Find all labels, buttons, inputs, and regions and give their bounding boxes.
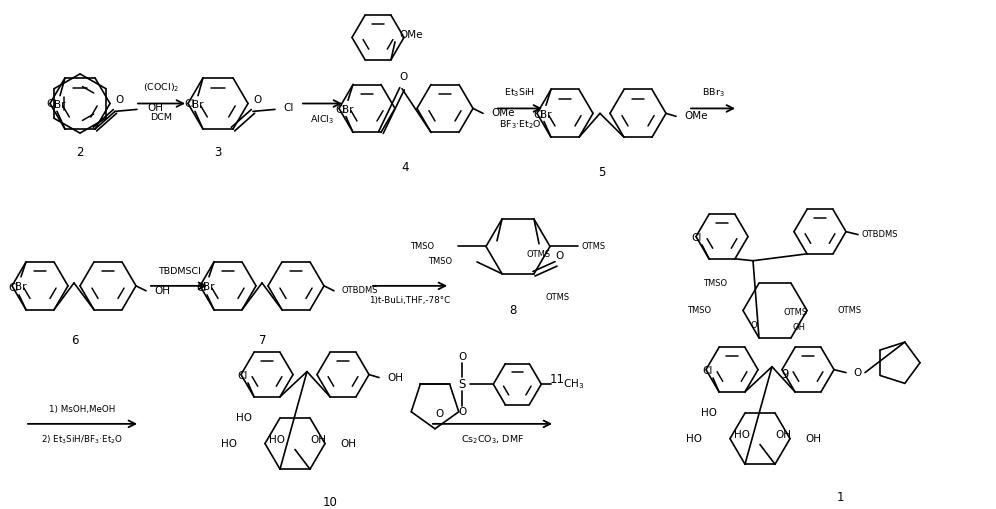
Text: 9: 9 [781, 368, 789, 381]
Text: O: O [854, 367, 863, 378]
Text: 2) Et$_3$SiH/BF$_3$·Et$_2$O: 2) Et$_3$SiH/BF$_3$·Et$_2$O [42, 434, 124, 446]
Text: DCM: DCM [150, 114, 172, 122]
Text: OH: OH [793, 323, 806, 332]
Text: Cl: Cl [9, 283, 19, 293]
Text: Br: Br [343, 105, 354, 115]
Text: O: O [751, 322, 757, 330]
Text: OTMS: OTMS [582, 242, 607, 251]
Text: Br: Br [15, 281, 27, 292]
Text: TBDMSCl: TBDMSCl [157, 267, 200, 276]
Text: OTMS: OTMS [527, 250, 551, 259]
Text: O: O [458, 352, 466, 361]
Text: TMSO: TMSO [410, 242, 434, 251]
Text: OH: OH [154, 286, 170, 296]
Text: 11: 11 [550, 373, 565, 386]
Text: Cl: Cl [692, 233, 702, 243]
Text: HO: HO [236, 413, 252, 423]
Text: OMe: OMe [399, 30, 422, 40]
Text: Br: Br [54, 100, 66, 110]
Text: OH: OH [340, 439, 356, 448]
Text: 4: 4 [401, 161, 408, 174]
Text: TMSO: TMSO [428, 258, 452, 266]
Text: OTBDMS: OTBDMS [861, 230, 897, 239]
Text: 10: 10 [323, 496, 338, 509]
Text: OTMS: OTMS [546, 293, 570, 302]
Text: HO: HO [269, 435, 285, 444]
Text: HO: HO [221, 439, 237, 448]
Text: AlCl$_3$: AlCl$_3$ [311, 114, 335, 126]
Text: TMSO: TMSO [687, 306, 711, 315]
Text: OH: OH [805, 434, 821, 444]
Text: Cl: Cl [185, 99, 195, 109]
Text: 1: 1 [837, 491, 844, 504]
Text: O: O [556, 251, 564, 261]
Text: 3: 3 [214, 146, 222, 159]
Text: 6: 6 [72, 333, 79, 347]
Text: O: O [254, 95, 262, 104]
Text: OH: OH [310, 435, 326, 445]
Text: Br: Br [192, 100, 204, 110]
Text: OH: OH [147, 103, 163, 114]
Text: 7: 7 [259, 333, 267, 347]
Text: (COCl)$_2$: (COCl)$_2$ [143, 81, 179, 94]
Text: OMe: OMe [684, 111, 707, 121]
Text: OTMS: OTMS [837, 306, 862, 315]
Text: Cl: Cl [47, 99, 57, 109]
Text: OTBDMS: OTBDMS [342, 286, 378, 295]
Text: HO: HO [686, 434, 702, 444]
Text: 1) MsOH,MeOH: 1) MsOH,MeOH [50, 405, 116, 414]
Text: BBr$_3$: BBr$_3$ [701, 86, 724, 99]
Text: CH$_3$: CH$_3$ [564, 377, 585, 391]
Text: O: O [116, 95, 124, 104]
Text: 8: 8 [509, 304, 517, 317]
Text: Cl: Cl [238, 371, 248, 381]
Text: OH: OH [387, 373, 403, 383]
Text: Br: Br [203, 281, 215, 292]
Text: O: O [436, 409, 444, 419]
Text: OMe: OMe [491, 108, 515, 119]
Text: HO: HO [734, 430, 750, 440]
Text: Cs$_2$CO$_3$, DMF: Cs$_2$CO$_3$, DMF [461, 434, 524, 446]
Text: S: S [458, 378, 466, 391]
Text: Cl: Cl [336, 105, 347, 115]
Text: O: O [458, 407, 466, 417]
Text: TMSO: TMSO [703, 279, 727, 288]
Text: 5: 5 [599, 166, 606, 179]
Text: Cl: Cl [703, 366, 713, 376]
Text: OTMS: OTMS [784, 308, 808, 317]
Text: Et$_3$SiH: Et$_3$SiH [504, 86, 536, 99]
Text: O: O [399, 72, 408, 82]
Text: OH: OH [775, 430, 791, 440]
Text: BF$_3$·Et$_2$O: BF$_3$·Et$_2$O [499, 118, 542, 131]
Text: Cl: Cl [197, 283, 207, 293]
Text: Br: Br [540, 110, 552, 120]
Text: 2: 2 [77, 146, 84, 159]
Text: 1)t-BuLi,THF,-78°C: 1)t-BuLi,THF,-78°C [370, 296, 450, 305]
Text: Cl: Cl [283, 103, 294, 114]
Text: HO: HO [701, 408, 717, 418]
Text: Cl: Cl [534, 109, 544, 120]
